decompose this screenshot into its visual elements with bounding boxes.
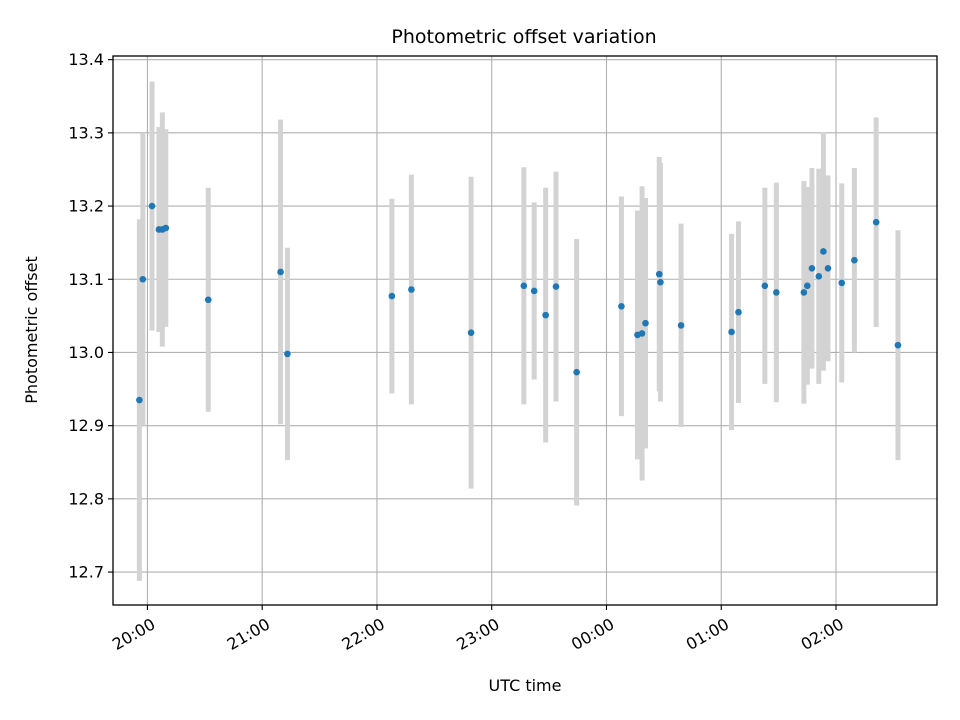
data-point: [655, 270, 663, 278]
data-point: [728, 328, 735, 336]
data-point: [815, 273, 823, 280]
y-axis-ticks: 12.7 12.8 12.9 13.0 13.1 13.2 13.3 13.4: [68, 50, 113, 582]
x-axis-label: UTC time: [489, 676, 562, 695]
data-point: [388, 292, 396, 300]
data-point: [894, 341, 902, 349]
data-point: [677, 322, 685, 329]
data-point: [148, 202, 156, 210]
data-point: [808, 264, 816, 272]
data-point: [139, 275, 147, 283]
data-point: [618, 303, 625, 310]
data-point: [467, 329, 475, 336]
y-tick-label: 13.4: [68, 50, 104, 69]
data-point: [761, 282, 769, 290]
data-point: [773, 289, 780, 296]
y-tick-label: 13.3: [68, 123, 104, 142]
data-point: [735, 308, 742, 316]
data-point: [657, 278, 664, 286]
data-point: [820, 248, 827, 255]
data-points: [136, 202, 902, 404]
data-point: [872, 218, 880, 226]
chart-title: Photometric offset variation: [391, 26, 656, 48]
y-tick-label: 12.7: [68, 563, 104, 582]
data-point: [642, 319, 649, 327]
y-tick-label: 13.1: [68, 270, 104, 289]
y-tick-label: 13.0: [68, 343, 104, 362]
data-point: [552, 283, 560, 290]
data-point: [284, 350, 291, 358]
data-point: [530, 287, 538, 295]
data-point: [824, 264, 832, 272]
data-point: [800, 289, 808, 296]
data-point: [277, 268, 284, 276]
plot-frame: [112, 55, 938, 606]
data-point: [520, 282, 528, 290]
y-tick-label: 12.9: [68, 416, 104, 435]
y-tick-label: 12.8: [68, 489, 104, 508]
y-tick-label: 13.2: [68, 197, 104, 216]
data-point: [851, 256, 858, 264]
y-axis-label: Photometric offset: [22, 256, 41, 404]
data-point: [408, 286, 415, 293]
data-point: [638, 330, 646, 337]
data-point: [162, 224, 170, 232]
data-point: [573, 368, 580, 376]
data-point: [204, 296, 212, 304]
data-point: [542, 311, 549, 319]
data-point: [804, 282, 811, 290]
data-point: [838, 279, 846, 287]
data-point: [136, 396, 143, 404]
